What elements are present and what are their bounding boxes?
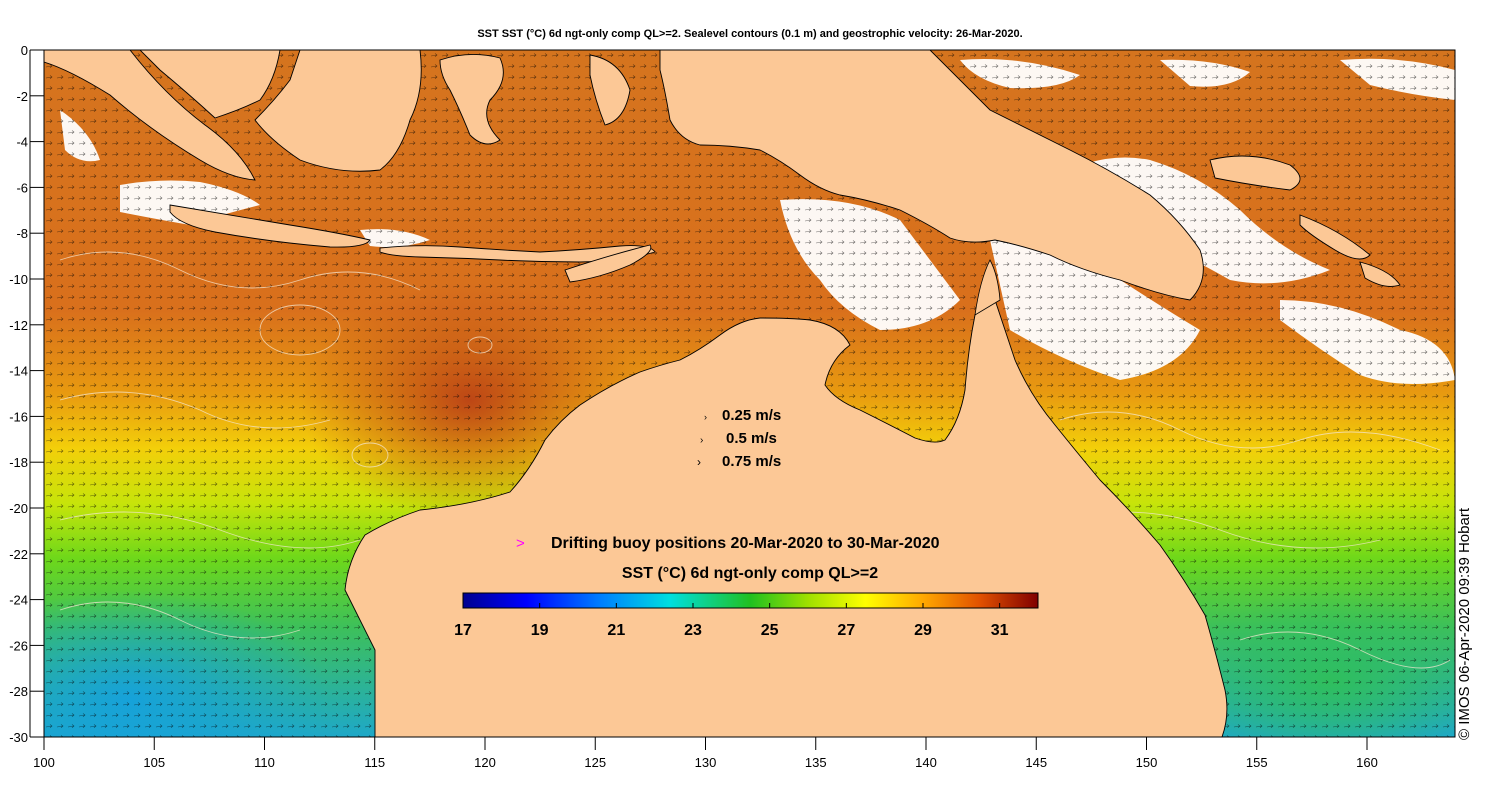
x-tick-label: 135: [805, 755, 827, 770]
colorbar-title: SST (°C) 6d ngt-only comp QL>=2: [622, 565, 878, 582]
x-tick-label: 120: [474, 755, 496, 770]
x-tick-label: 105: [143, 755, 165, 770]
x-tick-label: 100: [33, 755, 55, 770]
colorbar-tick-label: 21: [607, 622, 625, 639]
y-tick-label: -30: [9, 730, 28, 745]
velocity-key: › 0.25 m/s › 0.5 m/s › 0.75 m/s: [697, 407, 781, 470]
colorbar-tick-label: 25: [761, 622, 779, 639]
y-axis-ticks: 0 -2 -4 -6 -8 -10 -12 -14 -16 -18 -20 -22 -24 -26 -28 -…: [9, 43, 44, 745]
velocity-key-arrow: ›: [704, 412, 707, 422]
x-tick-label: 155: [1246, 755, 1268, 770]
x-tick-label: 115: [364, 755, 385, 770]
y-tick-label: -18: [9, 455, 28, 470]
sulawesi-land: [439, 54, 504, 145]
malay-land: [139, 50, 281, 119]
y-tick-label: -20: [9, 501, 28, 516]
y-tick-label: -24: [9, 593, 28, 608]
y-tick-label: -14: [9, 364, 28, 379]
y-tick-label: -10: [9, 272, 28, 287]
x-tick-label: 130: [695, 755, 717, 770]
new-guinea-land: [659, 50, 1204, 301]
credit-text: © IMOS 06-Apr-2020 09:39 Hobart: [1456, 507, 1473, 740]
x-tick-label: 140: [915, 755, 937, 770]
y-tick-label: -2: [16, 89, 28, 104]
x-tick-label: 125: [584, 755, 606, 770]
velocity-key-label: 0.5 m/s: [726, 430, 777, 447]
colorbar-tick-label: 29: [914, 622, 932, 639]
buoy-marker-icon: >: [516, 535, 525, 552]
buoy-legend: > Drifting buoy positions 20-Mar-2020 to…: [516, 535, 940, 552]
x-tick-label: 145: [1025, 755, 1047, 770]
y-tick-label: -12: [9, 318, 28, 333]
colorbar-tick-label: 23: [684, 622, 702, 639]
y-tick-label: 0: [21, 43, 28, 58]
colorbar-scale: [462, 592, 1039, 609]
velocity-key-label: 0.25 m/s: [722, 407, 781, 424]
y-tick-label: -26: [9, 638, 28, 653]
y-tick-label: -22: [9, 547, 28, 562]
x-tick-label: 160: [1356, 755, 1378, 770]
sumatra-land: [44, 50, 256, 181]
y-tick-label: -8: [16, 226, 28, 241]
buoy-legend-label: Drifting buoy positions 20-Mar-2020 to 3…: [551, 535, 940, 552]
landmasses: [44, 50, 1401, 737]
timor-land: [564, 244, 652, 283]
x-tick-label: 110: [254, 755, 275, 770]
australia-land: [344, 296, 1228, 737]
solomon-land: [1299, 214, 1371, 260]
bougainville-land: [1359, 261, 1401, 287]
velocity-key-arrow: ›: [697, 455, 701, 469]
x-tick-label: 150: [1136, 755, 1158, 770]
lesser-sunda-land: [379, 245, 656, 263]
colorbar-tick-label: 19: [531, 622, 549, 639]
java-land: [169, 204, 371, 248]
cape-york-land: [974, 259, 1001, 316]
velocity-key-arrow: ›: [700, 435, 703, 446]
y-tick-label: -6: [16, 180, 28, 195]
y-tick-label: -28: [9, 684, 28, 699]
maluku-land: [589, 54, 631, 126]
velocity-key-label: 0.75 m/s: [722, 453, 781, 470]
map-title: SST SST (°C) 6d ngt-only comp QL>=2. Sea…: [477, 28, 1023, 40]
y-tick-label: -16: [9, 409, 28, 424]
bismarck-land: [1209, 155, 1301, 191]
colorbar-tick-label: 17: [454, 622, 472, 639]
borneo-land: [254, 50, 422, 172]
x-axis-ticks: 100 105 110 115 120 125 130 135 140 145 150 155 160: [33, 737, 1378, 770]
colorbar-tick-label: 27: [837, 622, 855, 639]
colorbar-ticks: 17 19 21 23 25 27 29 31: [454, 603, 1009, 639]
colorbar-tick-label: 31: [991, 622, 1009, 639]
y-tick-label: -4: [16, 135, 28, 150]
colorbar: SST (°C) 6d ngt-only comp QL>=2 17 19 21 23…: [454, 565, 1039, 639]
map-plot-area: › 0.25 m/s › 0.5 m/s › 0.75 m/s > Drifti…: [44, 50, 1455, 737]
